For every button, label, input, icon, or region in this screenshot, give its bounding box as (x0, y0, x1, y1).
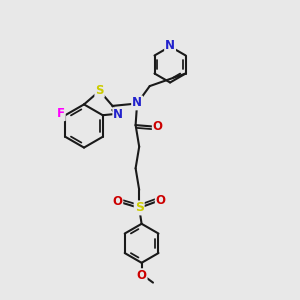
Text: O: O (136, 269, 147, 282)
Text: F: F (57, 107, 65, 120)
Text: O: O (153, 120, 163, 133)
Text: N: N (165, 39, 175, 52)
Text: O: O (156, 194, 166, 207)
Text: S: S (135, 201, 144, 214)
Text: O: O (112, 195, 122, 208)
Text: N: N (132, 96, 142, 110)
Text: N: N (113, 108, 123, 121)
Text: S: S (95, 84, 104, 97)
